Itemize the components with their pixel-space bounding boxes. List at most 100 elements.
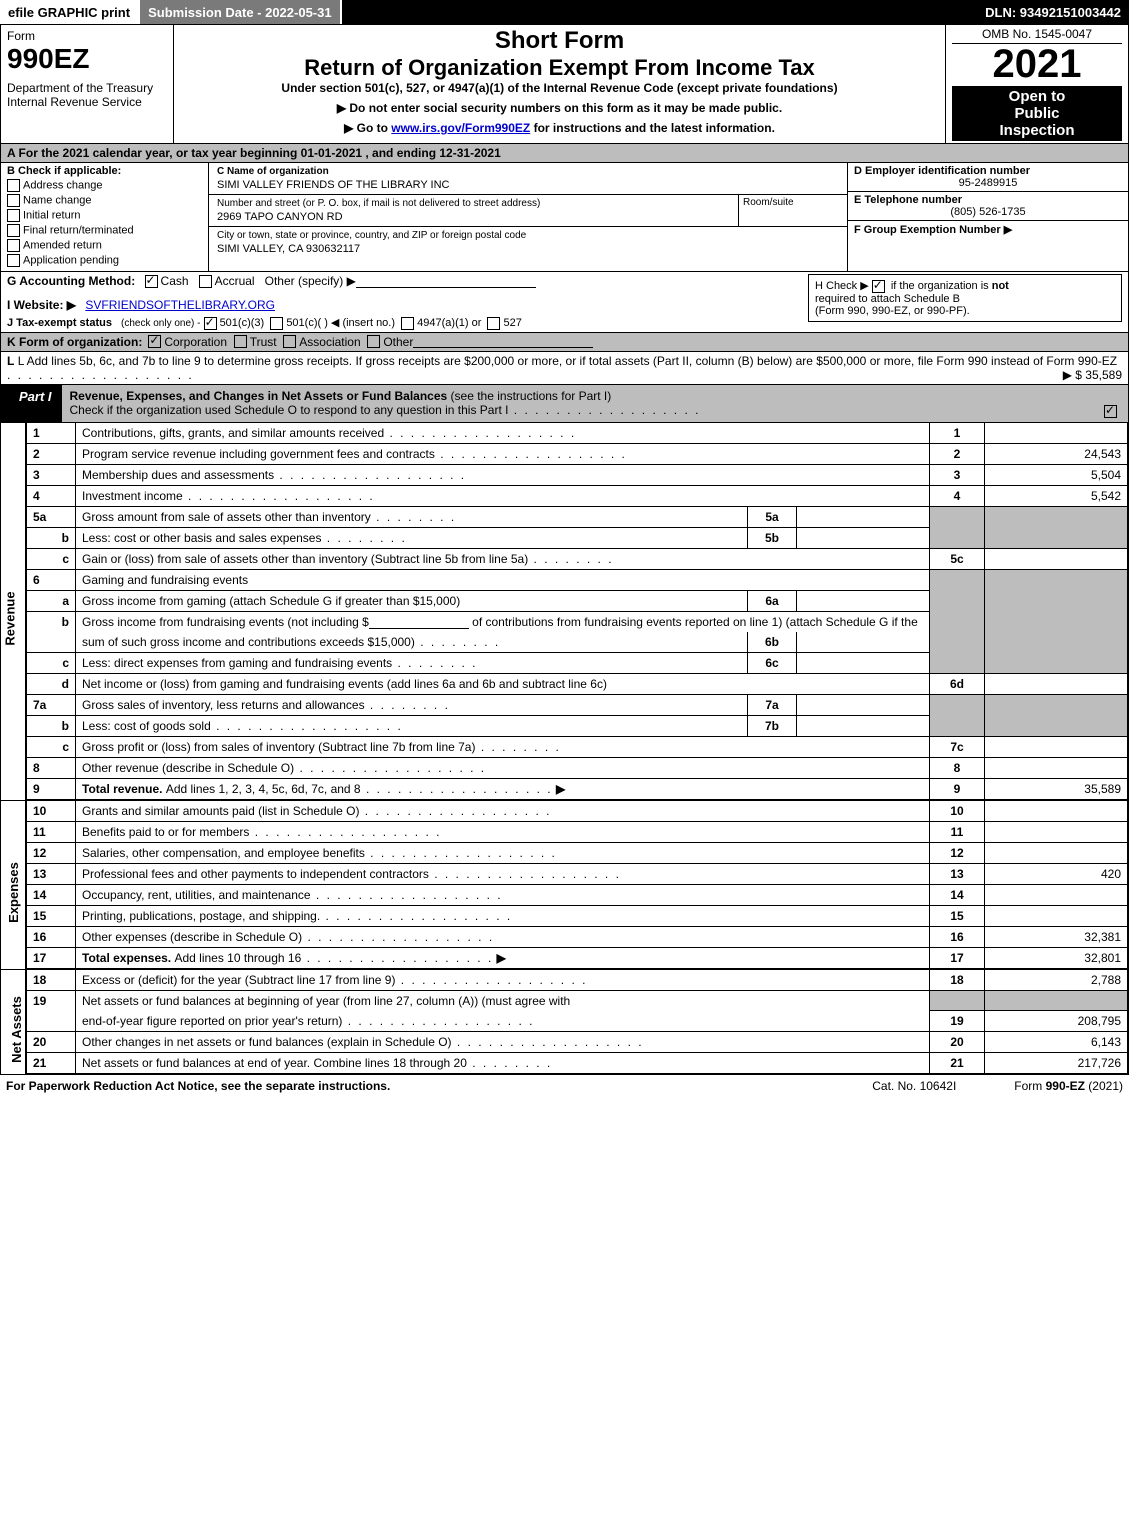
title-short-form: Short Form xyxy=(182,27,937,55)
netassets-table-area: Net Assets 18 Excess or (deficit) for th… xyxy=(0,970,1129,1076)
open-line1: Open to xyxy=(956,88,1118,105)
i-website: I Website: ▶ SVFRIENDSOFTHELIBRARY.ORG xyxy=(7,298,798,312)
fundraising-amount-input[interactable] xyxy=(369,616,469,629)
e-telephone-value: (805) 526-1735 xyxy=(854,206,1122,218)
chk-association[interactable] xyxy=(283,335,296,348)
chk-final-return[interactable]: Final return/terminated xyxy=(7,224,202,237)
expenses-table-area: Expenses 10 Grants and similar amounts p… xyxy=(0,801,1129,970)
chk-initial-return[interactable]: Initial return xyxy=(7,209,202,222)
efile-print-label[interactable]: efile GRAPHIC print xyxy=(0,0,140,24)
e-telephone-label: E Telephone number xyxy=(854,194,962,206)
other-org-input[interactable] xyxy=(413,335,593,348)
line-7a: 7a Gross sales of inventory, less return… xyxy=(27,694,1128,715)
chk-application-pending[interactable]: Application pending xyxy=(7,254,202,267)
line-1: 1 Contributions, gifts, grants, and simi… xyxy=(27,423,1128,444)
form-word: Form xyxy=(7,29,167,43)
d-ein-value: 95-2489915 xyxy=(854,177,1122,189)
line-18: 18 Excess or (deficit) for the year (Sub… xyxy=(27,970,1128,991)
j-label: J Tax-exempt status xyxy=(7,317,112,329)
line-6d: d Net income or (loss) from gaming and f… xyxy=(27,673,1128,694)
chk-527[interactable] xyxy=(487,317,500,330)
l-amount: ▶ $ 35,589 xyxy=(1063,368,1122,382)
chk-schedule-o-part1[interactable] xyxy=(1104,405,1117,418)
dln-label: DLN: 93492151003442 xyxy=(977,5,1129,20)
line-11: 11 Benefits paid to or for members 11 xyxy=(27,821,1128,842)
form-header: Form 990EZ Department of the Treasury In… xyxy=(0,24,1129,144)
c-addr-label: Number and street (or P. O. box, if mail… xyxy=(213,197,734,210)
open-line3: Inspection xyxy=(956,122,1118,139)
page-footer: For Paperwork Reduction Act Notice, see … xyxy=(0,1075,1129,1097)
netassets-table: 18 Excess or (deficit) for the year (Sub… xyxy=(26,970,1128,1075)
chk-amended-return[interactable]: Amended return xyxy=(7,239,202,252)
part-1-bar: Part I Revenue, Expenses, and Changes in… xyxy=(0,385,1129,423)
chk-501c[interactable] xyxy=(270,317,283,330)
d-ein-label: D Employer identification number xyxy=(854,165,1030,177)
line-9: 9 Total revenue. Add lines 1, 2, 3, 4, 5… xyxy=(27,778,1128,799)
chk-corporation[interactable] xyxy=(148,335,161,348)
chk-schedule-b[interactable] xyxy=(872,280,885,293)
title-under: Under section 501(c), 527, or 4947(a)(1)… xyxy=(182,81,937,95)
line-2: 2 Program service revenue including gove… xyxy=(27,443,1128,464)
line-19: 19 Net assets or fund balances at beginn… xyxy=(27,990,1128,1011)
form-number: 990EZ xyxy=(7,43,167,75)
note-goto-pre: ▶ Go to xyxy=(344,121,391,135)
line-17: 17 Total expenses. Add lines 10 through … xyxy=(27,947,1128,968)
note-goto-post: for instructions and the latest informat… xyxy=(530,121,775,135)
title-return: Return of Organization Exempt From Incom… xyxy=(182,55,937,81)
chk-other-org[interactable] xyxy=(367,335,380,348)
row-a-calendar-year: A For the 2021 calendar year, or tax yea… xyxy=(0,144,1129,163)
note-ssn: ▶ Do not enter social security numbers o… xyxy=(182,101,937,115)
chk-name-change[interactable]: Name change xyxy=(7,194,202,207)
g-label: G Accounting Method: xyxy=(7,274,135,288)
room-suite-label: Room/suite xyxy=(738,195,847,226)
expenses-side-label: Expenses xyxy=(1,801,26,969)
chk-address-change[interactable]: Address change xyxy=(7,179,202,192)
other-specify-input[interactable] xyxy=(356,275,536,288)
k-label: K Form of organization: xyxy=(7,335,142,349)
org-city: SIMI VALLEY, CA 930632117 xyxy=(213,242,843,256)
row-g-h: G Accounting Method: Cash Accrual Other … xyxy=(0,272,1129,333)
chk-trust[interactable] xyxy=(234,335,247,348)
part-1-title: Revenue, Expenses, and Changes in Net As… xyxy=(62,385,1128,422)
revenue-side-label: Revenue xyxy=(1,423,26,800)
line-15: 15 Printing, publications, postage, and … xyxy=(27,905,1128,926)
line-20: 20 Other changes in net assets or fund b… xyxy=(27,1032,1128,1053)
chk-cash[interactable] xyxy=(145,275,158,288)
j-tax-exempt: J Tax-exempt status (check only one) - 5… xyxy=(7,316,798,330)
chk-4947[interactable] xyxy=(401,317,414,330)
org-address: 2969 TAPO CANYON RD xyxy=(213,210,734,224)
c-name-label: C Name of organization xyxy=(213,165,843,178)
section-bc: B Check if applicable: Address change Na… xyxy=(0,163,1129,272)
chk-accrual[interactable] xyxy=(199,275,212,288)
org-name: SIMI VALLEY FRIENDS OF THE LIBRARY INC xyxy=(213,178,843,192)
footer-cat-no: Cat. No. 10642I xyxy=(814,1079,1014,1093)
website-link[interactable]: SVFRIENDSOFTHELIBRARY.ORG xyxy=(85,298,275,312)
f-group-exemption: F Group Exemption Number ▶ xyxy=(848,221,1128,238)
revenue-table-area: Revenue 1 Contributions, gifts, grants, … xyxy=(0,423,1129,801)
line-19b: end-of-year figure reported on prior yea… xyxy=(27,1011,1128,1032)
header-right: OMB No. 1545-0047 2021 Open to Public In… xyxy=(945,25,1128,143)
row-k: K Form of organization: Corporation Trus… xyxy=(0,333,1129,352)
line-21: 21 Net assets or fund balances at end of… xyxy=(27,1053,1128,1074)
part-1-tag: Part I xyxy=(1,385,62,422)
line-8: 8 Other revenue (describe in Schedule O)… xyxy=(27,757,1128,778)
chk-501c3[interactable] xyxy=(204,317,217,330)
section-def: D Employer identification number 95-2489… xyxy=(847,163,1128,271)
irs-link[interactable]: www.irs.gov/Form990EZ xyxy=(391,121,530,135)
open-inspection-box: Open to Public Inspection xyxy=(952,86,1122,141)
line-12: 12 Salaries, other compensation, and emp… xyxy=(27,842,1128,863)
line-7c: c Gross profit or (loss) from sales of i… xyxy=(27,736,1128,757)
g-accounting: G Accounting Method: Cash Accrual Other … xyxy=(7,274,798,288)
d-ein: D Employer identification number 95-2489… xyxy=(848,163,1128,192)
b-title: B Check if applicable: xyxy=(7,165,202,177)
footer-left: For Paperwork Reduction Act Notice, see … xyxy=(6,1079,814,1093)
line-16: 16 Other expenses (describe in Schedule … xyxy=(27,926,1128,947)
h-schedule-b: H Check ▶ if the organization is not req… xyxy=(808,274,1122,322)
header-mid: Short Form Return of Organization Exempt… xyxy=(174,25,945,143)
row-l: L L Add lines 5b, 6c, and 7b to line 9 t… xyxy=(0,352,1129,385)
line-13: 13 Professional fees and other payments … xyxy=(27,863,1128,884)
c-city-label: City or town, state or province, country… xyxy=(213,229,843,242)
footer-right: Form 990-EZ (2021) xyxy=(1014,1079,1123,1093)
section-c: C Name of organization SIMI VALLEY FRIEN… xyxy=(209,163,847,271)
header-left: Form 990EZ Department of the Treasury In… xyxy=(1,25,174,143)
